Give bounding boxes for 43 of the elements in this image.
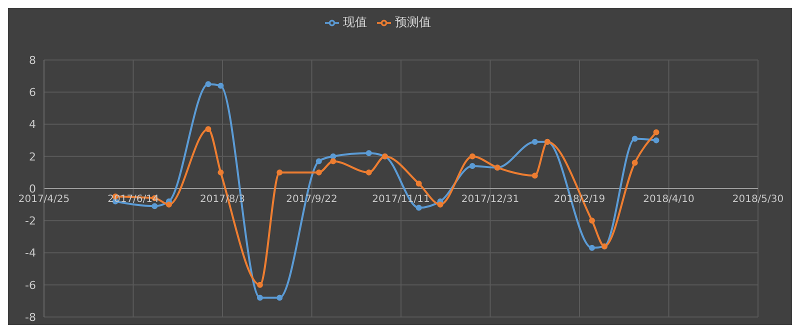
point xyxy=(330,158,336,164)
point xyxy=(276,294,283,301)
point xyxy=(469,163,476,170)
point xyxy=(205,81,212,88)
y-tick-label: -4 xyxy=(25,246,36,260)
y-tick-label: 0 xyxy=(29,182,36,196)
point xyxy=(653,129,660,136)
point xyxy=(316,169,322,176)
point xyxy=(218,169,224,176)
point xyxy=(316,158,322,164)
x-tick-label: 2017/12/31 xyxy=(461,194,520,205)
y-tick-label: 8 xyxy=(29,54,36,67)
point xyxy=(469,153,476,160)
point xyxy=(366,150,372,156)
x-tick-label: 2017/4/25 xyxy=(18,194,70,205)
point xyxy=(330,153,336,160)
point xyxy=(437,202,444,208)
point xyxy=(588,244,595,251)
point xyxy=(532,172,538,179)
x-tick-label: 2018/5/30 xyxy=(732,194,784,205)
y-tick-label: 2 xyxy=(29,150,36,164)
point xyxy=(166,202,172,208)
point xyxy=(416,180,422,187)
y-tick-label: -6 xyxy=(25,278,36,292)
legend-label: 预测值 xyxy=(395,15,431,29)
point xyxy=(256,282,263,288)
point xyxy=(632,136,638,142)
legend-label: 现值 xyxy=(343,15,367,29)
point xyxy=(218,82,224,89)
point xyxy=(416,204,422,211)
y-tick-label: 4 xyxy=(29,118,36,132)
point xyxy=(256,294,263,301)
point xyxy=(532,138,538,145)
point xyxy=(276,169,283,176)
x-tick-label: 2018/4/10 xyxy=(643,194,694,205)
point xyxy=(653,137,660,144)
point xyxy=(588,218,595,224)
y-tick-label: 6 xyxy=(29,86,36,100)
point xyxy=(205,126,212,132)
point xyxy=(632,160,638,166)
y-tick-label: -2 xyxy=(25,214,36,228)
point xyxy=(366,169,372,176)
y-tick-label: -8 xyxy=(25,310,36,324)
